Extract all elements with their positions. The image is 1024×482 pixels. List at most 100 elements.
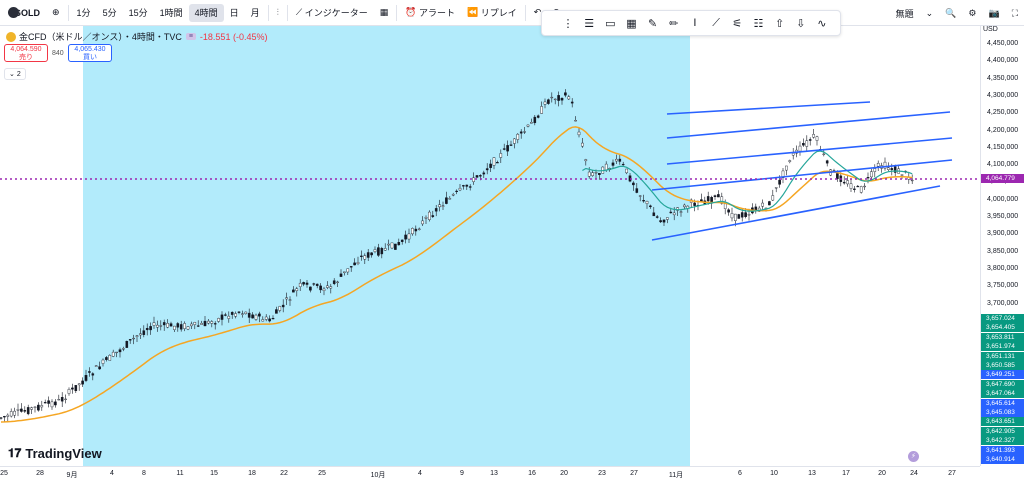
candle-body	[492, 157, 496, 166]
spread-value: 840	[52, 50, 64, 57]
candle-body	[496, 162, 499, 164]
symbol-title[interactable]: 金CFD（米ドル／オンス）・4時間・TVC	[19, 32, 182, 42]
interval-day[interactable]: 日	[229, 8, 239, 18]
candle-body	[3, 416, 6, 418]
candle-body	[475, 175, 479, 178]
list-icon[interactable]: ☷	[753, 17, 764, 30]
currency-label[interactable]: USD	[983, 26, 998, 33]
arrow-down-icon[interactable]: ⇩	[796, 17, 806, 30]
candle-body	[84, 375, 88, 381]
candle-body	[47, 400, 50, 404]
chevron-down-icon[interactable]: ⌄	[925, 7, 934, 18]
candle-body	[278, 306, 282, 311]
indicators-button[interactable]: ⟋ インジケーター	[290, 0, 374, 26]
price-tick-label: 4,150,000	[987, 143, 1019, 151]
indicator-price-label: 3,647.064	[981, 389, 1024, 399]
candle-body	[159, 325, 163, 327]
interval-1m[interactable]: 1分	[76, 8, 91, 18]
candle-type-icon[interactable]: ⫶	[276, 7, 279, 17]
settings-sliders-icon[interactable]: ⚟	[732, 17, 743, 30]
candle-body	[360, 255, 363, 257]
candle-body	[815, 136, 819, 141]
interval-month[interactable]: 月	[250, 8, 260, 18]
replay-label: リプレイ	[480, 8, 517, 18]
price-tick-label: 4,300,000	[987, 91, 1019, 99]
candle-body	[706, 196, 710, 202]
fullscreen-icon[interactable]: ⛶	[1011, 7, 1018, 18]
candle-body	[312, 283, 316, 285]
channel-line[interactable]	[651, 185, 941, 241]
text-cursor-icon[interactable]: Ι	[693, 17, 697, 29]
interval-1h[interactable]: 1時間	[159, 8, 183, 18]
price-tick-label: 4,400,000	[987, 57, 1019, 65]
candle-body	[237, 311, 241, 313]
candle-body	[156, 324, 159, 328]
time-tick-label: 16	[528, 470, 536, 477]
interval-5m[interactable]: 5分	[102, 8, 117, 18]
candle-body	[509, 144, 513, 146]
time-axis[interactable]: 25 28 9月 4 8 11 15 18 22 25 10月 4 9 13 16 20 23 27 11月 6 10 1…	[0, 466, 980, 482]
interval-4h[interactable]: 4時間	[188, 3, 224, 22]
indicator-toggle[interactable]: ⌄ 2	[4, 68, 26, 80]
candle-body	[802, 143, 805, 146]
channel-line[interactable]	[651, 159, 953, 191]
interval-15m[interactable]: 15分	[128, 8, 148, 18]
chart-canvas[interactable]	[0, 26, 980, 466]
avatar[interactable]	[8, 7, 19, 18]
gear-icon[interactable]: ⚙	[968, 7, 977, 18]
grid-icon[interactable]: ▦	[626, 17, 637, 30]
channel-line[interactable]	[666, 111, 951, 139]
drag-handle-icon[interactable]: ⋮	[562, 17, 574, 30]
indicator-price-label: 3,647.690	[981, 379, 1024, 389]
candle-body	[224, 314, 227, 316]
candle-body	[584, 159, 588, 162]
channel-line[interactable]	[666, 101, 871, 115]
camera-icon[interactable]: 📷	[988, 7, 1000, 18]
candle-body	[853, 188, 856, 190]
candle-body	[774, 187, 778, 189]
candle-body	[135, 335, 139, 337]
arrow-up-icon[interactable]: ⇧	[774, 17, 785, 30]
candle-body	[652, 212, 656, 217]
divider	[524, 4, 526, 21]
lines-icon[interactable]: ☰	[584, 17, 595, 30]
pencil-icon[interactable]: ✏	[669, 17, 679, 30]
undo-icon[interactable]: ↶	[533, 7, 542, 17]
candle-body	[893, 166, 897, 173]
layout-name[interactable]: 無題	[895, 8, 914, 19]
price-tick-label: 4,450,000	[987, 40, 1019, 47]
candle-body	[407, 233, 411, 240]
candle-body	[506, 145, 509, 152]
time-tick-label: 11月	[668, 472, 684, 479]
indicator-icon: ⟋	[295, 7, 305, 17]
candle-body	[322, 288, 326, 291]
brush-icon[interactable]: ✎	[648, 17, 658, 30]
sell-button[interactable]: 4,064.590 売り	[4, 44, 48, 62]
candle-body	[468, 186, 472, 188]
candle-body	[785, 165, 788, 171]
candle-body	[642, 200, 645, 202]
ruler-icon[interactable]: ⟋	[712, 16, 720, 29]
price-axis[interactable]: USD 4,450,000 4,400,000 4,350,000 4,300,000…	[980, 26, 1024, 466]
indicator-price-label: 3,653.811	[981, 332, 1024, 342]
wave-icon[interactable]: ∿	[817, 17, 827, 30]
alert-button[interactable]: ⏰ アラート	[399, 0, 461, 26]
candle-body	[822, 153, 826, 155]
search-icon[interactable]: 🔍	[945, 7, 957, 18]
candle-body	[261, 319, 265, 322]
replay-button[interactable]: ⏪ リプレイ	[461, 0, 523, 26]
time-tick-label: 24	[910, 470, 918, 477]
buy-button[interactable]: 4,065.430 買い	[68, 44, 112, 62]
templates-grid-icon[interactable]: ▦	[379, 7, 389, 17]
candle-body	[241, 313, 244, 315]
candle-body	[200, 322, 203, 325]
rectangle-icon[interactable]: ▭	[605, 17, 616, 30]
indicator-price-label: 3,641.393	[981, 445, 1024, 455]
channel-line[interactable]	[666, 137, 953, 165]
candle-body	[812, 134, 815, 138]
lightning-icon[interactable]: ⚡	[908, 451, 919, 462]
plus-circle-icon[interactable]: ⊕	[52, 7, 60, 17]
candle-body	[485, 168, 489, 171]
candle-body	[768, 201, 771, 206]
symbol-search[interactable]: GOLD	[14, 7, 40, 18]
